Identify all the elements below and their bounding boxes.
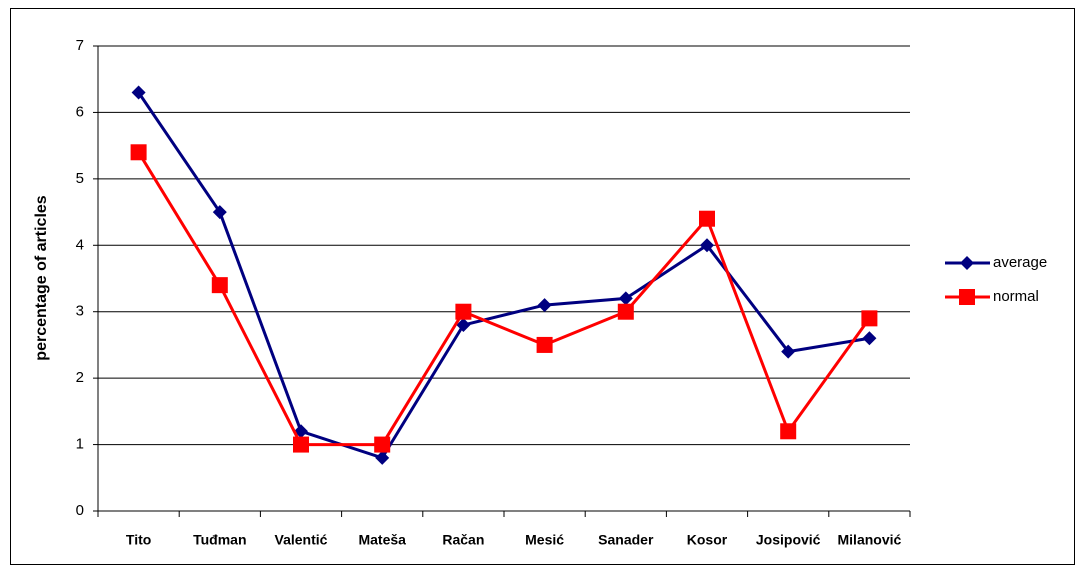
marker: [700, 238, 714, 253]
marker: [618, 291, 633, 306]
y-tick-label: 3: [76, 303, 84, 320]
chart-border: [10, 8, 1075, 565]
y-axis-label: percentage of articles: [33, 195, 50, 361]
x-tick-label: Sanader: [598, 532, 654, 548]
x-tick-label: Milanović: [838, 532, 902, 548]
y-tick-label: 2: [76, 369, 84, 386]
x-tick-label: Mesić: [525, 532, 564, 548]
marker: [960, 256, 974, 270]
y-tick-label: 1: [76, 436, 84, 453]
x-tick-label: Račan: [442, 532, 484, 548]
y-tick-label: 4: [76, 236, 84, 253]
series-line: [137, 151, 871, 447]
marker: [780, 423, 797, 440]
x-tick-label: Mateša: [358, 532, 406, 548]
y-tick-label: 5: [76, 170, 84, 187]
legend-label: average: [993, 254, 1047, 271]
x-tick-label: Tito: [126, 532, 151, 548]
y-tick-label: 0: [76, 502, 84, 519]
y-tick-label: 6: [76, 103, 84, 120]
marker: [699, 210, 715, 227]
marker: [130, 144, 147, 161]
marker: [536, 336, 553, 353]
marker: [374, 436, 391, 453]
marker: [959, 289, 975, 305]
marker: [131, 85, 146, 100]
legend-label: normal: [993, 288, 1039, 305]
x-tick-label: Josipović: [756, 532, 821, 548]
marker: [861, 310, 878, 327]
marker: [455, 303, 472, 320]
y-tick-label: 7: [76, 37, 84, 54]
x-tick-label: Valentić: [275, 532, 328, 548]
marker: [862, 331, 877, 346]
x-tick-label: Tuđman: [193, 532, 246, 548]
marker: [617, 303, 634, 320]
marker: [456, 318, 471, 332]
marker: [375, 450, 390, 465]
marker: [212, 205, 227, 220]
marker: [293, 436, 309, 453]
marker: [781, 344, 796, 359]
marker: [537, 298, 552, 313]
series-line: [137, 91, 870, 460]
marker: [211, 277, 228, 294]
x-tick-label: Kosor: [687, 532, 728, 548]
